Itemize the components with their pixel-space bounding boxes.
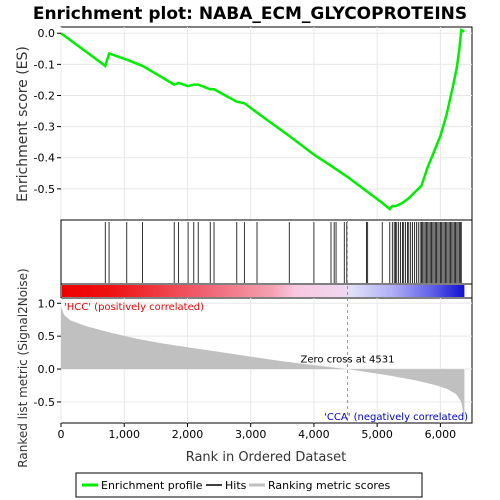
es-y-tick-label: -0.3 xyxy=(34,121,55,134)
es-plot-frame xyxy=(60,26,473,221)
x-tick-label: 6,000 xyxy=(425,428,457,441)
zero-cross-label: Zero cross at 4531 xyxy=(301,354,395,365)
chart-title: Enrichment plot: NABA_ECM_GLYCOPROTEINS xyxy=(33,4,467,24)
x-tick-label: 2,000 xyxy=(172,428,204,441)
rank-color-band xyxy=(60,283,473,299)
x-tick-label: 3,000 xyxy=(235,428,267,441)
legend-enrichment-profile: Enrichment profile xyxy=(101,479,203,492)
positive-correlation-label: 'HCC' (positively correlated) xyxy=(64,302,204,313)
metric-panel: Zero cross at 4531 'HCC' (positively cor… xyxy=(34,220,473,441)
es-panel: 0.0 -0.1 -0.2 -0.3 -0.4 -0.5 xyxy=(34,26,473,221)
metric-y-axis-label: Ranked list metric (Signal2Noise) xyxy=(16,268,30,467)
metric-y-tick-label: 0.0 xyxy=(38,363,56,376)
x-axis-label: Rank in Ordered Dataset xyxy=(186,450,347,465)
x-tick-label: 5,000 xyxy=(361,428,393,441)
es-y-axis-label: Enrichment score (ES) xyxy=(15,46,31,202)
negative-correlation-label: 'CCA' (negatively correlated) xyxy=(324,412,468,423)
x-tick-label: 0 xyxy=(58,428,65,441)
metric-y-tick-label: 1.0 xyxy=(38,297,56,310)
es-y-tick-label: -0.4 xyxy=(34,152,55,165)
hits-panel xyxy=(60,219,473,285)
metric-y-tick-label: 0.5 xyxy=(38,330,56,343)
es-y-tick-label: -0.1 xyxy=(34,58,55,71)
ranking-metric-area xyxy=(61,306,465,421)
metric-y-tick-label: -0.5 xyxy=(34,396,55,409)
es-y-tick-label: -0.5 xyxy=(34,183,55,196)
es-y-tick-label: 0.0 xyxy=(38,27,56,40)
es-y-tick-label: -0.2 xyxy=(34,89,55,102)
legend-hits: Hits xyxy=(225,479,247,492)
rank-band-gradient xyxy=(62,285,465,297)
legend: Enrichment profile Hits Ranking metric s… xyxy=(75,472,423,498)
x-tick-label: 1,000 xyxy=(108,428,140,441)
enrichment-profile-line xyxy=(60,28,465,211)
x-tick-label: 4,000 xyxy=(298,428,330,441)
legend-ranking-metric-scores: Ranking metric scores xyxy=(268,479,390,492)
